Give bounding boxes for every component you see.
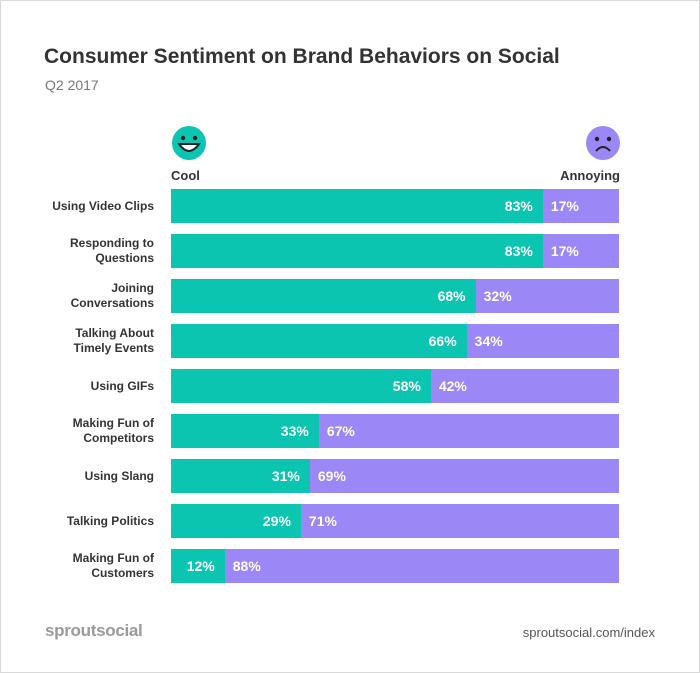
data-label: 32% [483,288,512,304]
chart-subtitle: Q2 2017 [45,77,99,93]
y-tick-label: Making Fun of Customers [72,551,154,580]
data-label: 17% [550,198,579,214]
data-label: 34% [474,333,503,349]
source: sproutsocial.com/index [522,625,655,640]
bar-segment [171,234,543,268]
y-tick-label: Using GIFs [90,378,154,393]
bar-segment [542,189,619,223]
cool-icon [172,126,206,160]
y-tick-label: Using Slang [84,468,154,483]
bar-segment [475,279,619,313]
data-label: 83% [504,198,533,214]
bar-segment [542,234,619,268]
data-label: 31% [271,468,300,484]
bar-segment [171,414,319,448]
data-label: 67% [326,423,355,439]
data-label: 17% [550,243,579,259]
data-label: 69% [317,468,346,484]
legend-entry: Annoying [560,168,620,183]
legend-entry: Cool [171,168,200,183]
chart-title: Consumer Sentiment on Brand Behaviors on… [44,45,560,68]
data-label: 83% [504,243,533,259]
y-tick-label: Using Video Clips [52,198,154,213]
y-tick-label: Talking About Timely Events [73,326,154,355]
logo: sproutsocial [45,621,143,640]
y-tick-label: Responding to Questions [70,236,154,265]
data-label: 66% [428,333,457,349]
data-label: 33% [280,423,309,439]
bar-segment [300,504,619,538]
bar-segment [171,459,310,493]
data-label: 12% [186,558,215,574]
bar-segment [171,189,543,223]
data-label: 29% [262,513,291,529]
data-label: 42% [438,378,467,394]
bar-segment [171,324,467,358]
bar-segment [309,459,619,493]
data-label: 58% [392,378,421,394]
y-tick-label: Talking Politics [66,513,154,528]
y-tick-label: Making Fun of Competitors [72,416,154,445]
bar-segment [171,279,476,313]
annoying-icon [586,126,620,160]
bar-segment [466,324,619,358]
bar-segment [318,414,619,448]
data-label: 71% [308,513,337,529]
y-tick-label: Joining Conversations [70,281,154,310]
bar-segment [224,549,619,583]
bar-segment [171,504,301,538]
bar-segment [430,369,619,403]
bar-segment [171,549,225,583]
data-label: 88% [232,558,261,574]
data-label: 68% [437,288,466,304]
bar-segment [171,369,431,403]
